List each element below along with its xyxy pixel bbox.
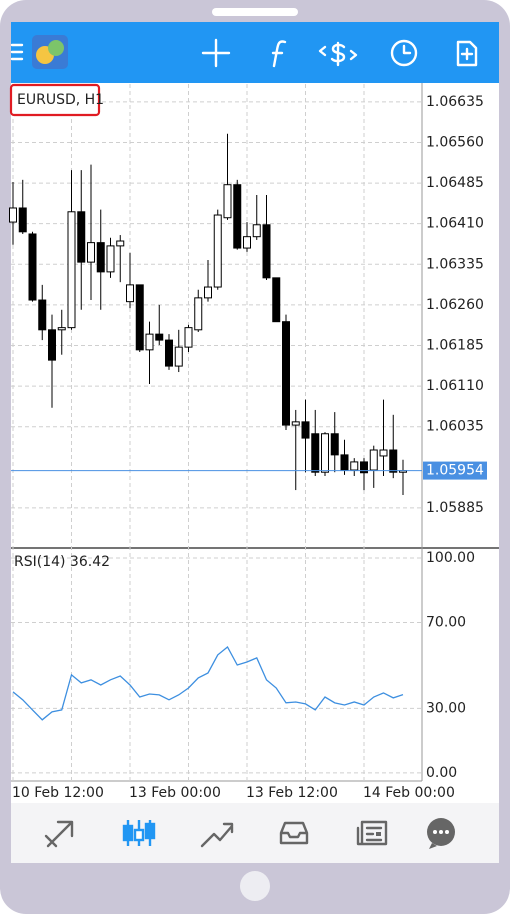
price-tick-label: 1.06110 [426, 378, 484, 394]
candle-body [174, 346, 183, 367]
candle-body [126, 284, 134, 303]
candle-body [96, 242, 105, 273]
speaker [212, 8, 298, 16]
candle-body [57, 327, 66, 331]
candle-body [165, 339, 173, 367]
candle-body [116, 240, 125, 247]
quotes-tab[interactable] [44, 820, 74, 848]
price-tick-label: 1.06485 [426, 175, 484, 191]
app-logo[interactable] [32, 35, 68, 69]
rsi-tick-label: 30.00 [426, 700, 466, 716]
candle-body [28, 233, 37, 301]
candle-body [330, 433, 339, 456]
candle-body [360, 461, 368, 474]
price-tick-label: 1.06410 [426, 216, 484, 232]
candle-body [18, 207, 27, 233]
candle-body [48, 329, 56, 361]
candle-body [67, 211, 76, 329]
rsi-title: RSI(14) 36.42 [14, 554, 110, 570]
new-order-button[interactable] [456, 40, 478, 67]
candle-body [282, 321, 290, 426]
bottom-nav [11, 803, 499, 863]
candle-body [311, 433, 320, 473]
chart-tab[interactable] [122, 820, 156, 846]
price-tick-label: 1.06635 [426, 94, 484, 110]
time-label: 10 Feb 12:00 [12, 785, 104, 801]
candle-body [321, 433, 329, 473]
symbol-title: EURUSD, H1 [17, 92, 104, 108]
time-label: 13 Feb 12:00 [246, 785, 338, 801]
candle-body [379, 449, 388, 457]
candle-body [77, 211, 86, 263]
history-tab[interactable] [279, 821, 309, 845]
trade-button[interactable] [318, 41, 358, 67]
candle-body [9, 207, 17, 223]
candle-body [155, 333, 164, 341]
candle-body [135, 284, 144, 351]
time-label: 14 Feb 00:00 [363, 785, 455, 801]
candle-body [204, 286, 212, 299]
home-button[interactable] [240, 871, 270, 901]
candle-body [38, 299, 47, 331]
candle-body [184, 327, 193, 348]
price-tick-label: 1.06335 [426, 256, 484, 272]
price-tick-label: 1.05885 [426, 500, 484, 516]
screen [11, 22, 499, 863]
time-label: 13 Feb 00:00 [129, 785, 221, 801]
candle-body [194, 297, 203, 331]
rsi-tick-label: 100.00 [426, 550, 475, 566]
candle-body [145, 333, 154, 351]
timeframe-button[interactable] [390, 39, 418, 67]
price-tick-label: 1.06260 [426, 297, 484, 313]
candle-body [87, 242, 95, 263]
candle-body [252, 224, 261, 238]
candle-body [389, 449, 398, 473]
candle-body [223, 184, 232, 219]
chat-tab[interactable] [427, 818, 455, 849]
menu-button[interactable] [10, 43, 24, 61]
indicators-button[interactable] [271, 40, 287, 68]
candle-body [106, 245, 115, 273]
rsi-tick-label: 70.00 [426, 614, 466, 630]
candle-body [350, 461, 359, 471]
rsi-tick-label: 0.00 [426, 765, 457, 781]
candle-body [272, 277, 281, 323]
candle-body [301, 421, 310, 439]
candle-body [262, 224, 271, 279]
crosshair-button[interactable] [201, 38, 231, 68]
rsi-line [12, 645, 404, 721]
news-tab[interactable] [356, 820, 388, 846]
toolbar [11, 22, 499, 83]
price-tick-label: 1.06185 [426, 338, 484, 354]
current-price-box [423, 461, 487, 480]
current-price-label: 1.05954 [426, 463, 484, 479]
candle-body [243, 236, 251, 249]
candle-body [369, 449, 378, 471]
plot-layer: 1.06635 1.06560 1.06485 1.06410 1.06335 1.062… [9, 84, 487, 801]
price-tick-label: 1.06560 [426, 134, 484, 150]
price-tick-label: 1.06035 [426, 419, 484, 435]
candle-body [233, 184, 242, 249]
symbol-box[interactable] [9, 83, 101, 117]
candle-body [213, 214, 222, 288]
trade-tab[interactable] [200, 822, 234, 848]
candle-body [340, 454, 349, 471]
candle-body [291, 421, 300, 426]
